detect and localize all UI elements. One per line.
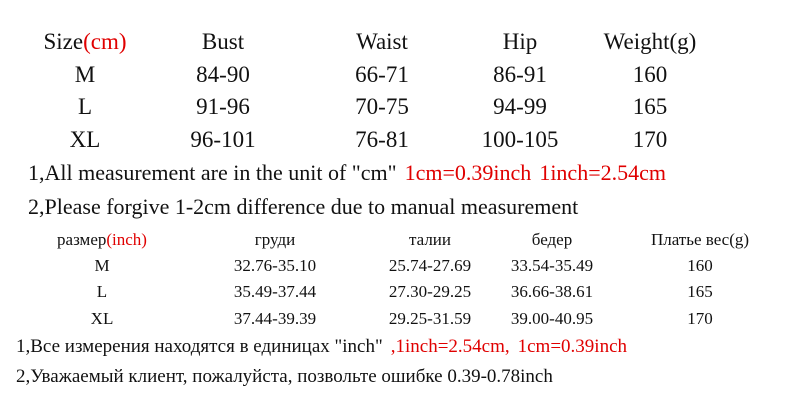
column-header: талии [408, 230, 452, 249]
table-cell: 91-96 [196, 94, 250, 119]
column-header: Waist [356, 29, 408, 54]
note: 2,Уважаемый клиент, пожалуйста, позвольт… [16, 366, 553, 388]
table-cell: 170 [687, 309, 713, 328]
note-text: 1,Все измерения находятся в единицах "in… [16, 336, 383, 357]
note: 1,Все измерения находятся в единицах "in… [16, 336, 627, 358]
table-cell: 160 [687, 256, 713, 275]
note-accent: 1cm=0.39inch [404, 160, 532, 185]
table-cell: XL [69, 127, 101, 152]
column-header: Weight(g) [603, 29, 697, 54]
note-text: 1,All measurement are in the unit of "cm… [28, 160, 397, 185]
header-cell: Size(cm) [43, 29, 126, 55]
column-header: Платье вес(g) [650, 230, 750, 249]
table-cell: 86-91 [493, 62, 547, 87]
table-cell: 70-75 [355, 94, 409, 119]
column-header: груди [254, 230, 296, 249]
table-cell: 32.76-35.10 [233, 256, 317, 275]
table-cell: 165 [687, 282, 713, 301]
table-cell: 29.25-31.59 [388, 309, 472, 328]
header-unit: (inch) [106, 230, 147, 249]
table-cell: 27.30-29.25 [388, 282, 472, 301]
note-accent: 1inch=2.54cm [539, 160, 666, 185]
note-text: 2,Уважаемый клиент, пожалуйста, позвольт… [16, 366, 553, 387]
table-cell: 170 [632, 127, 668, 152]
header-label: Size [43, 29, 84, 54]
table-cell: 96-101 [190, 127, 256, 152]
note: 1,All measurement are in the unit of "cm… [28, 160, 666, 186]
table-cell: 37.44-39.39 [233, 309, 317, 328]
column-header: бедер [531, 230, 573, 249]
table-cell: XL [90, 309, 114, 328]
column-header: Bust [201, 29, 245, 54]
table-cell: 35.49-37.44 [233, 282, 317, 301]
note: 2,Please forgive 1-2cm difference due to… [28, 194, 578, 220]
note-text: 2,Please forgive 1-2cm difference due to… [28, 194, 579, 219]
table-cell: 25.74-27.69 [388, 256, 472, 275]
header-label: размер [57, 230, 107, 249]
table-cell: 160 [632, 62, 668, 87]
table-cell: M [94, 256, 110, 275]
table-cell: 165 [632, 94, 668, 119]
note-accent: 1cm=0.39inch [517, 336, 628, 357]
note-accent: ,1inch=2.54cm, [390, 336, 510, 357]
table-cell: 94-99 [493, 94, 547, 119]
table-cell: L [77, 94, 93, 119]
table-cell: 36.66-38.61 [510, 282, 594, 301]
table-cell: 33.54-35.49 [510, 256, 594, 275]
table-cell: 76-81 [355, 127, 409, 152]
table-cell: 66-71 [355, 62, 409, 87]
table-cell: 39.00-40.95 [510, 309, 594, 328]
header-cell: размер(inch) [57, 230, 147, 250]
table-cell: L [96, 282, 108, 301]
table-cell: 84-90 [196, 62, 250, 87]
header-unit: (cm) [83, 29, 127, 54]
column-header: Hip [502, 29, 538, 54]
table-cell: 100-105 [481, 127, 559, 152]
table-cell: M [74, 62, 96, 87]
